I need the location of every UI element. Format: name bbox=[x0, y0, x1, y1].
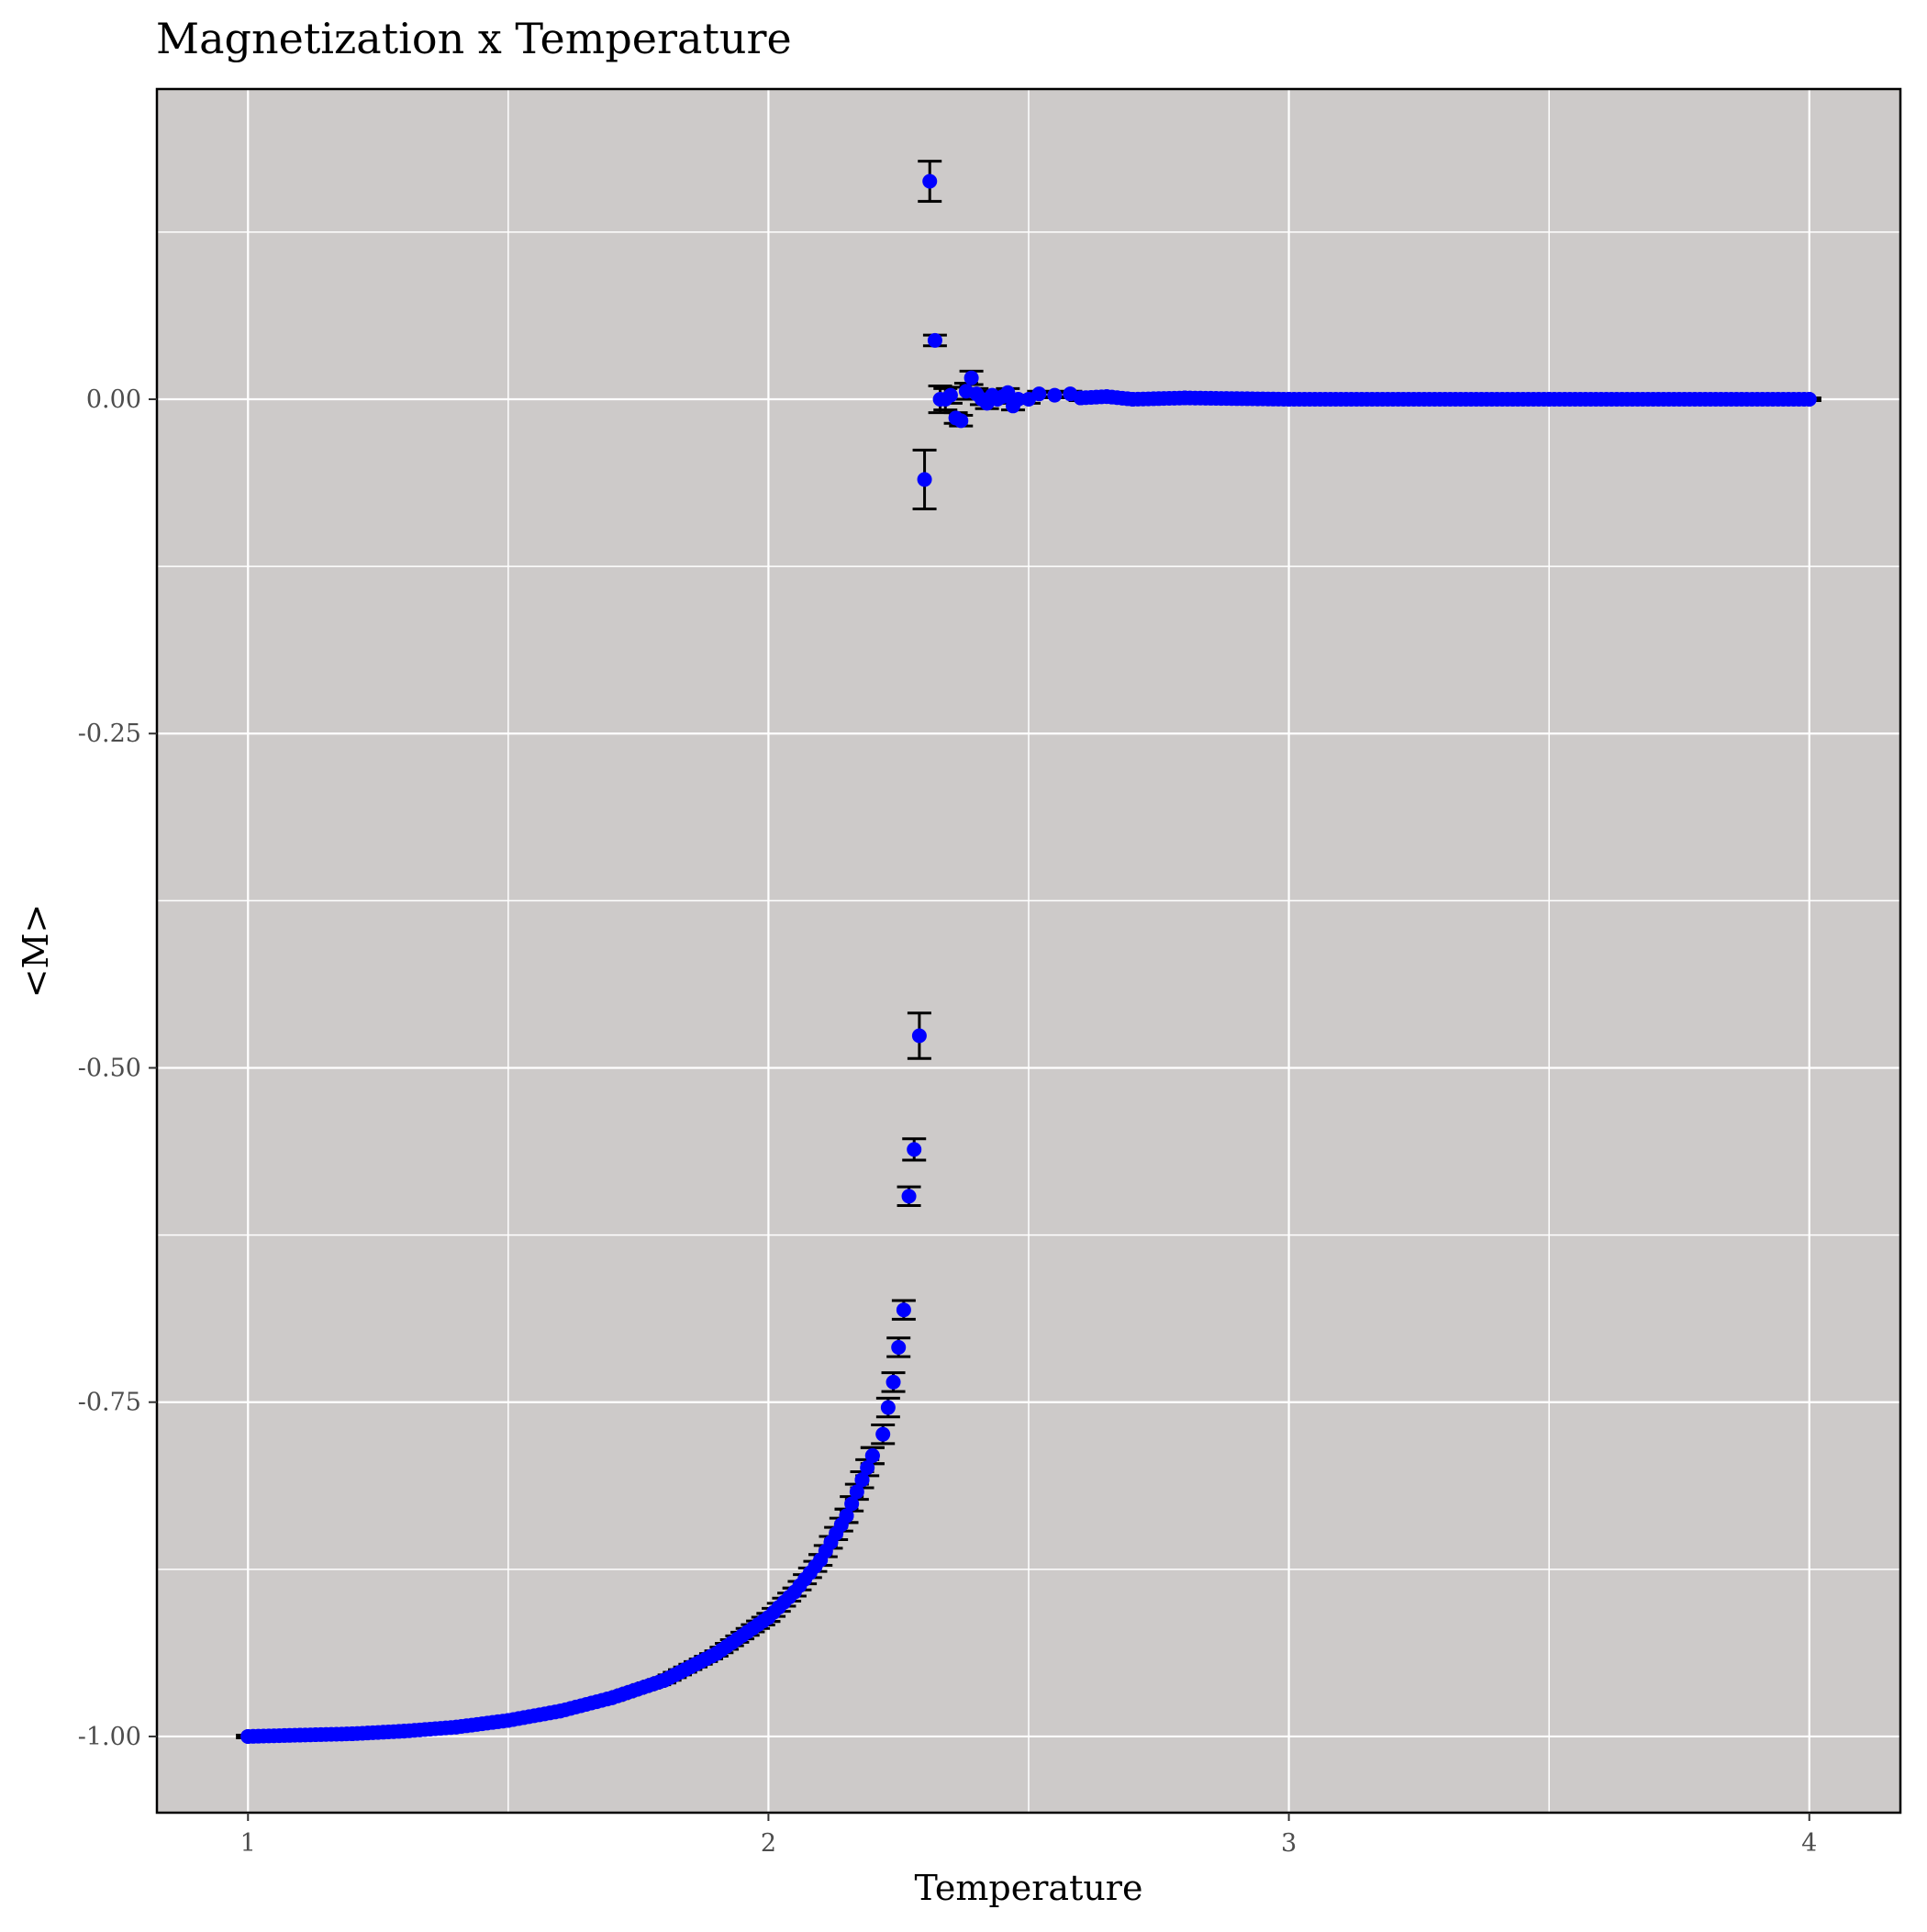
data-point bbox=[1031, 386, 1047, 402]
data-point bbox=[656, 1672, 672, 1688]
minor-gridlines bbox=[157, 89, 1900, 1813]
x-axis-title: Temperature bbox=[915, 1868, 1143, 1908]
y-tick-label: -1.00 bbox=[78, 1723, 141, 1751]
data-point bbox=[864, 1447, 880, 1463]
data-points bbox=[240, 173, 1817, 1744]
x-tick-label: 1 bbox=[240, 1829, 256, 1858]
data-point bbox=[292, 1727, 307, 1743]
y-tick-label: 0.00 bbox=[86, 385, 141, 414]
data-point bbox=[396, 1724, 412, 1739]
data-point bbox=[1801, 392, 1817, 408]
data-point bbox=[344, 1726, 360, 1742]
data-point bbox=[1177, 390, 1193, 406]
data-point bbox=[854, 1472, 870, 1488]
data-point bbox=[1010, 392, 1026, 408]
data-point bbox=[1281, 392, 1297, 408]
data-point bbox=[875, 1426, 891, 1442]
data-point bbox=[708, 1646, 724, 1661]
data-point bbox=[901, 1189, 917, 1204]
data-point bbox=[449, 1719, 464, 1735]
data-point bbox=[500, 1713, 516, 1728]
data-point bbox=[1047, 387, 1063, 403]
x-tick-label: 4 bbox=[1801, 1829, 1817, 1858]
data-point bbox=[1000, 385, 1016, 400]
data-point bbox=[1125, 392, 1141, 408]
data-point bbox=[605, 1690, 620, 1705]
x-axis-ticks: 1 2 3 4 bbox=[240, 1813, 1817, 1858]
data-point bbox=[1073, 390, 1088, 406]
x-tick-label: 2 bbox=[761, 1829, 776, 1858]
data-point bbox=[891, 1339, 907, 1355]
data-point bbox=[1099, 389, 1115, 405]
y-tick-label: -0.25 bbox=[78, 720, 141, 748]
data-point bbox=[839, 1508, 854, 1524]
data-point bbox=[964, 370, 979, 385]
data-point bbox=[1542, 392, 1557, 408]
data-point bbox=[761, 1610, 776, 1625]
data-point bbox=[786, 1584, 802, 1600]
y-axis-title: <M> bbox=[16, 904, 56, 999]
y-axis-ticks: -1.00 -0.75 -0.50 -0.25 0.00 bbox=[78, 385, 157, 1751]
chart-title: Magnetization x Temperature bbox=[156, 14, 792, 63]
data-point bbox=[911, 1028, 927, 1044]
y-tick-label: -0.50 bbox=[78, 1054, 141, 1082]
data-point bbox=[813, 1552, 829, 1568]
data-point bbox=[880, 1400, 896, 1415]
y-tick-label: -0.75 bbox=[78, 1389, 141, 1417]
data-point bbox=[860, 1460, 875, 1476]
data-point bbox=[240, 1728, 256, 1744]
x-tick-label: 3 bbox=[1281, 1829, 1297, 1858]
data-point bbox=[917, 472, 932, 487]
data-point bbox=[907, 1142, 922, 1157]
major-gridlines bbox=[157, 89, 1900, 1813]
data-point bbox=[953, 413, 969, 429]
data-point bbox=[886, 1374, 901, 1390]
data-point bbox=[896, 1302, 911, 1318]
data-point bbox=[942, 387, 958, 403]
data-point bbox=[922, 173, 938, 189]
data-point bbox=[849, 1484, 864, 1500]
data-point bbox=[927, 332, 942, 348]
data-point bbox=[844, 1496, 860, 1512]
data-point bbox=[552, 1703, 568, 1719]
plot-border bbox=[155, 87, 1902, 1815]
